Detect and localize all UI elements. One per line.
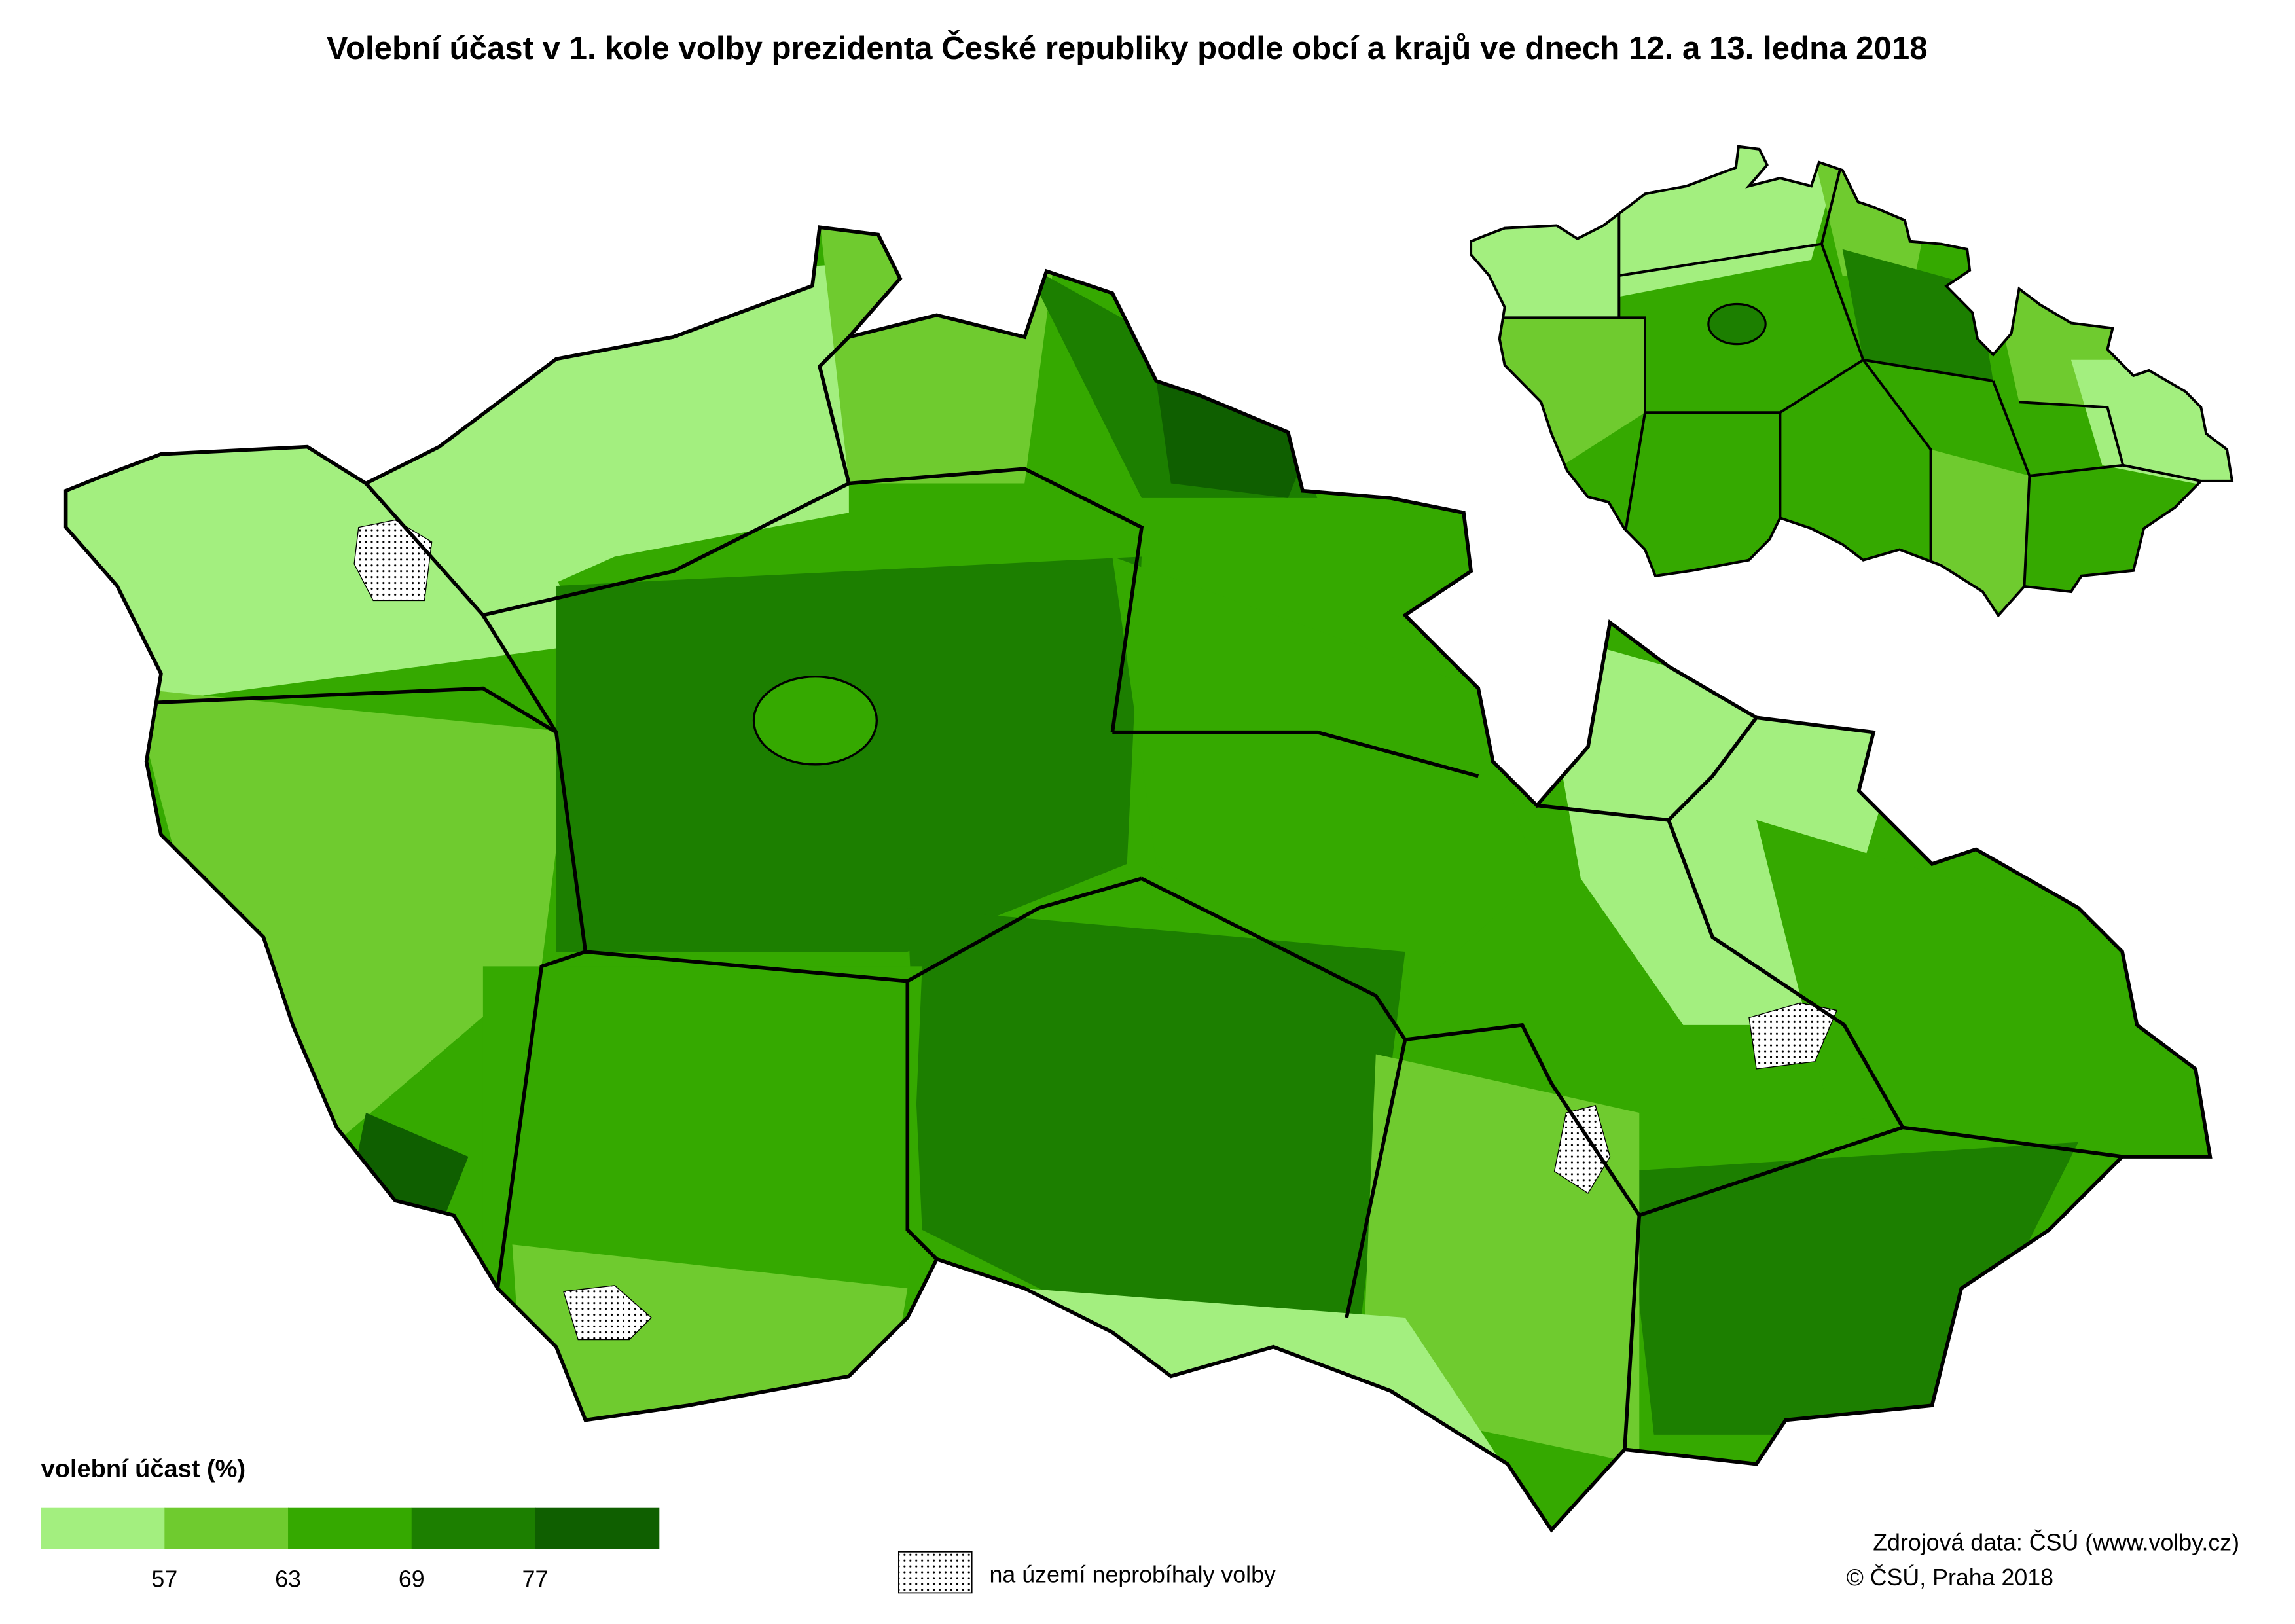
source-line: Zdrojová data: ČSÚ (www.volby.cz) xyxy=(1873,1530,2239,1556)
legend-title: volební účast (%) xyxy=(41,1456,246,1483)
no-data-swatch xyxy=(897,1551,973,1594)
legend-break-label: 77 xyxy=(522,1566,549,1592)
source-line: © ČSÚ, Praha 2018 xyxy=(1846,1564,2053,1591)
no-data-note: na území neprobíhaly volby xyxy=(990,1562,1276,1588)
legend-swatch xyxy=(41,1507,166,1549)
region-inset xyxy=(1447,65,2262,649)
legend-break-label: 69 xyxy=(399,1566,425,1592)
legend-swatch xyxy=(164,1507,289,1549)
legend-swatch xyxy=(535,1507,660,1549)
legend: 57 63 69 77 xyxy=(41,1507,660,1592)
map-title: Volební účast v 1. kole volby prezidenta… xyxy=(327,29,1928,66)
legend-swatch xyxy=(411,1507,536,1549)
legend-break-label: 57 xyxy=(151,1566,177,1592)
legend-break-label: 63 xyxy=(275,1566,301,1592)
legend-swatch xyxy=(288,1507,412,1549)
